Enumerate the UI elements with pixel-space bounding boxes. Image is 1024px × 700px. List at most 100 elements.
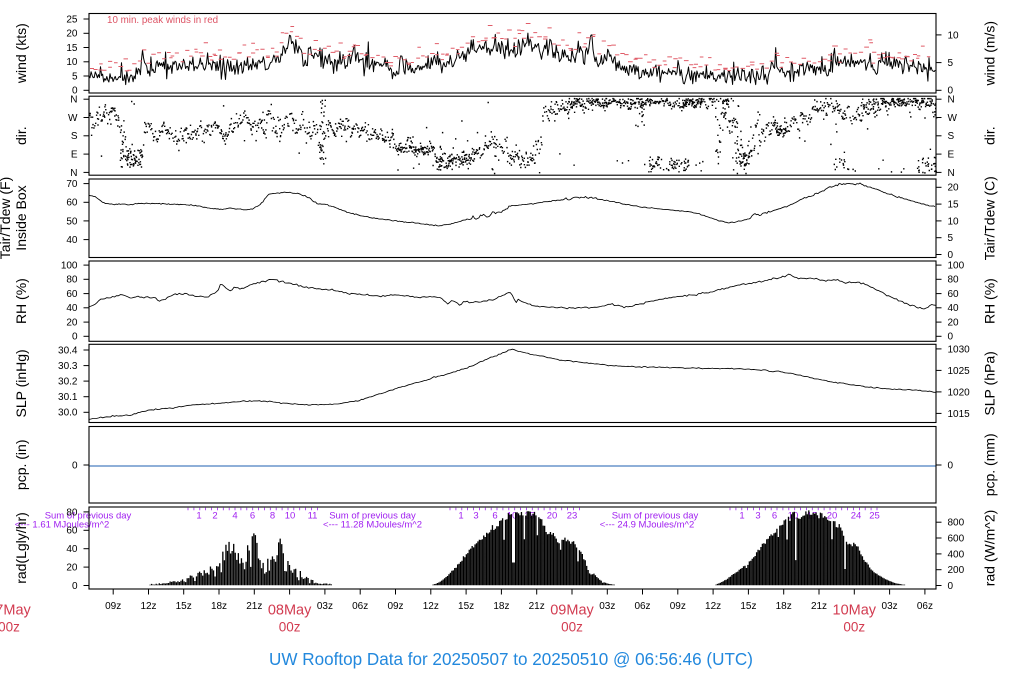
svg-text:100: 100	[948, 260, 965, 271]
svg-text:Sum of previous day: Sum of previous day	[45, 511, 132, 522]
svg-text:06z: 06z	[634, 601, 650, 612]
svg-text:SLP (hPa): SLP (hPa)	[982, 351, 998, 415]
svg-text:23: 23	[567, 511, 578, 522]
svg-text:0: 0	[72, 460, 78, 471]
svg-text:60: 60	[948, 289, 960, 300]
svg-text:N: N	[70, 95, 77, 106]
svg-text:N: N	[948, 168, 955, 179]
svg-text:10: 10	[948, 216, 960, 227]
svg-text:400: 400	[948, 549, 965, 560]
svg-text:10: 10	[285, 511, 296, 522]
svg-text:21z: 21z	[246, 601, 262, 612]
svg-text:800: 800	[948, 518, 965, 529]
svg-text:40: 40	[948, 303, 960, 314]
svg-text:E: E	[71, 150, 78, 161]
svg-text:18z: 18z	[211, 601, 227, 612]
svg-text:RH (%): RH (%)	[13, 278, 29, 324]
svg-text:Tair/Tdew (C): Tair/Tdew (C)	[982, 176, 998, 260]
svg-text:rad(Lgly/hr): rad(Lgly/hr)	[13, 512, 29, 584]
svg-text:60: 60	[66, 198, 78, 209]
svg-text:40: 40	[66, 544, 78, 555]
svg-text:1015: 1015	[948, 409, 971, 420]
svg-text:600: 600	[948, 533, 965, 544]
svg-text:15: 15	[948, 200, 960, 211]
svg-text:10: 10	[66, 57, 78, 68]
svg-text:0: 0	[948, 86, 954, 97]
svg-text:12z: 12z	[423, 601, 439, 612]
svg-text:20: 20	[948, 183, 960, 194]
svg-text:W: W	[68, 113, 78, 124]
svg-text:dir.: dir.	[982, 126, 998, 145]
svg-text:00z: 00z	[0, 620, 20, 635]
svg-text:0: 0	[948, 460, 954, 471]
svg-text:Inside Box: Inside Box	[13, 185, 29, 250]
svg-text:40: 40	[66, 303, 78, 314]
svg-text:15z: 15z	[458, 601, 474, 612]
svg-text:40: 40	[66, 235, 78, 246]
svg-text:03z: 03z	[599, 601, 615, 612]
svg-text:80: 80	[948, 275, 960, 286]
svg-text:70: 70	[66, 179, 78, 190]
svg-text:20: 20	[827, 511, 838, 522]
svg-text:dir.: dir.	[13, 126, 29, 145]
svg-text:50: 50	[66, 216, 78, 227]
svg-text:rad (W/m^2): rad (W/m^2)	[982, 510, 998, 587]
svg-text:18z: 18z	[493, 601, 509, 612]
svg-text:30.1: 30.1	[58, 392, 78, 403]
svg-text:4: 4	[232, 511, 237, 522]
svg-text:20: 20	[948, 317, 960, 328]
svg-text:0: 0	[72, 332, 78, 343]
svg-text:0: 0	[72, 581, 78, 592]
svg-text:8: 8	[270, 511, 275, 522]
svg-text:pcp. (in): pcp. (in)	[13, 440, 29, 491]
svg-text:60: 60	[66, 526, 78, 537]
svg-text:200: 200	[948, 565, 965, 576]
svg-text:6: 6	[492, 511, 497, 522]
svg-text:N: N	[70, 168, 77, 179]
svg-text:0: 0	[72, 86, 78, 97]
svg-text:10: 10	[948, 30, 960, 41]
svg-text:1030: 1030	[948, 344, 971, 355]
svg-text:1020: 1020	[948, 387, 971, 398]
svg-text:6: 6	[250, 511, 255, 522]
svg-text:pcp. (mm): pcp. (mm)	[982, 433, 998, 496]
svg-text:06z: 06z	[352, 601, 368, 612]
svg-text:UW Rooftop Data for 20250507: UW Rooftop Data for 20250507 to 20250510…	[269, 650, 753, 669]
svg-text:25: 25	[66, 14, 78, 25]
svg-text:12z: 12z	[705, 601, 721, 612]
svg-text:21z: 21z	[811, 601, 827, 612]
svg-text:10: 10	[507, 511, 518, 522]
svg-text:30.4: 30.4	[58, 345, 78, 356]
svg-text:09z: 09z	[387, 601, 403, 612]
svg-text:Sum of previous day: Sum of previous day	[612, 511, 699, 522]
svg-text:09z: 09z	[670, 601, 686, 612]
svg-text:<--- 24.9 MJoules/m^2: <--- 24.9 MJoules/m^2	[600, 520, 694, 531]
svg-text:S: S	[71, 131, 78, 142]
svg-text:0: 0	[948, 332, 954, 343]
svg-text:Sum of previous day: Sum of previous day	[329, 511, 416, 522]
svg-text:12z: 12z	[140, 601, 156, 612]
svg-text:15: 15	[66, 43, 78, 54]
svg-text:06z: 06z	[917, 601, 933, 612]
svg-text:1025: 1025	[948, 366, 971, 377]
svg-text:21z: 21z	[529, 601, 545, 612]
svg-text:W: W	[948, 113, 958, 124]
svg-text:20: 20	[66, 29, 78, 40]
svg-text:<--- 11.28 MJoules/m^2: <--- 11.28 MJoules/m^2	[323, 520, 422, 531]
svg-text:15z: 15z	[176, 601, 192, 612]
svg-text:09May: 09May	[550, 603, 594, 619]
svg-text:24: 24	[851, 511, 862, 522]
svg-text:1: 1	[739, 511, 744, 522]
svg-text:00z: 00z	[279, 620, 301, 635]
svg-text:100: 100	[61, 260, 78, 271]
svg-text:25: 25	[869, 511, 880, 522]
svg-text:wind (kts): wind (kts)	[13, 23, 29, 84]
svg-text:18z: 18z	[776, 601, 792, 612]
svg-text:07May: 07May	[0, 603, 32, 619]
svg-text:20: 20	[66, 563, 78, 574]
svg-text:09z: 09z	[105, 601, 121, 612]
svg-text:E: E	[948, 150, 955, 161]
svg-text:00z: 00z	[843, 620, 865, 635]
svg-text:N: N	[948, 95, 955, 106]
svg-text:03z: 03z	[882, 601, 898, 612]
